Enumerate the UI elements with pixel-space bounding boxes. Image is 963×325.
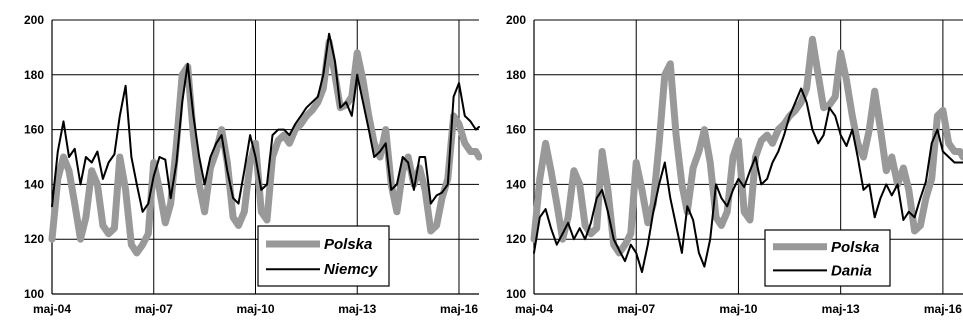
x-tick-label: maj-07: [617, 302, 655, 316]
legend-label-niemcy: Niemcy: [324, 261, 378, 278]
legend: Polska Dania: [764, 229, 891, 287]
x-tick-label: maj-13: [338, 302, 376, 316]
legend: Polska Niemcy: [257, 225, 390, 287]
legend-box: [764, 229, 891, 287]
series-line-dania: [533, 87, 963, 274]
y-tick-label: 140: [24, 177, 44, 191]
legend-label-polska: Polska: [324, 236, 372, 253]
x-tick-label: maj-16: [924, 302, 962, 316]
y-tick-label: 180: [24, 68, 44, 82]
x-tick-label: maj-13: [822, 302, 860, 316]
y-tick-label: 100: [506, 287, 526, 301]
chart-panel-right: 100 120 140 160 180 200 maj-04 maj-07 maj-10 maj-…: [482, 0, 963, 325]
x-tick-label: maj-10: [236, 302, 274, 316]
legend-label-dania: Dania: [831, 262, 872, 279]
x-tick-label: maj-04: [515, 302, 553, 316]
y-tick-label: 100: [24, 287, 44, 301]
x-tick-label: maj-10: [719, 302, 757, 316]
series-line-polska: [530, 35, 963, 257]
y-tick-label: 140: [506, 177, 526, 191]
legend-label-polska: Polska: [831, 239, 879, 256]
y-tick-label: 160: [506, 123, 526, 137]
y-tick-label: 120: [506, 232, 526, 246]
x-tick-label: maj-16: [440, 302, 478, 316]
chart-panel-left: 100 120 140 160 180 200 maj-04 maj-07 maj-10 maj-…: [24, 13, 482, 316]
x-tick-label: maj-07: [135, 302, 173, 316]
line-chart-polska-niemcy: 100 120 140 160 180 200 maj-04 maj-07 maj-10 maj-…: [24, 13, 482, 316]
y-tick-label: 200: [506, 13, 526, 27]
y-tick-label: 180: [506, 68, 526, 82]
x-tick-label: maj-04: [33, 302, 71, 316]
y-tick-label: 200: [24, 13, 44, 27]
series-line-polska: [48, 38, 482, 257]
line-chart-polska-dania: 100 120 140 160 180 200 maj-04 maj-07 maj-10 maj-…: [506, 13, 963, 316]
series-line-niemcy: [51, 32, 480, 213]
y-tick-label: 160: [24, 123, 44, 137]
y-tick-label: 120: [24, 232, 44, 246]
legend-box: [257, 225, 390, 287]
